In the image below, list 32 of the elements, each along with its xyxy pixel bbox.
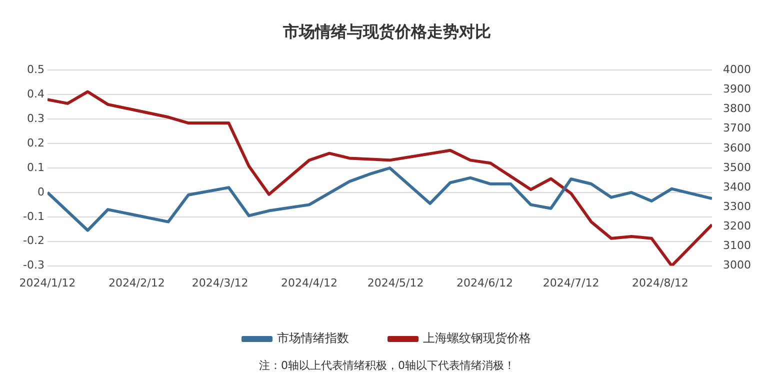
y-tick-label: 0.2 (26, 136, 44, 150)
y2-tick-label: 3100 (723, 239, 752, 252)
y2-tick-label: 3700 (723, 122, 752, 135)
x-tick-label: 2024/1/12 (19, 276, 76, 290)
x-tick-label: 2024/5/12 (367, 276, 424, 290)
x-tick-label: 2024/8/12 (632, 276, 688, 290)
y-tick-label: -0.2 (22, 234, 44, 248)
legend-label: 上海螺纹钢现货价格 (423, 331, 531, 346)
text: 注：0轴以上代表情绪积极，0轴以下代表情绪消极！ (258, 358, 516, 373)
y2-tick-label: 3600 (723, 141, 752, 154)
legend-label: 市场情绪指数 (277, 331, 349, 346)
y-tick-label: 0.4 (26, 88, 44, 101)
y2-tick-label: 3000 (723, 258, 752, 272)
y-tick-label: 0.1 (26, 160, 44, 174)
y-tick-label: 0.3 (26, 112, 44, 125)
chart-title: 市场情绪与现货价格走势对比 (282, 22, 491, 41)
y2-tick-label: 4000 (723, 63, 752, 76)
x-tick-label: 2024/2/12 (108, 276, 165, 290)
y2-tick-label: 3400 (723, 180, 752, 194)
y2-tick-label: 3300 (723, 200, 752, 213)
x-tick-label: 2024/3/12 (192, 276, 248, 290)
y-tick-label: -0.1 (22, 210, 44, 223)
y-tick-label: -0.3 (22, 258, 44, 272)
y2-tick-label: 3200 (723, 220, 752, 233)
y2-tick-label: 3500 (723, 160, 752, 174)
y-tick-label: 0 (37, 185, 44, 198)
y-tick-label: 0.5 (26, 63, 44, 76)
y2-tick-label: 3900 (723, 82, 752, 96)
x-tick-label: 2024/4/12 (281, 276, 338, 290)
x-tick-label: 2024/6/12 (456, 276, 513, 290)
y2-tick-label: 3800 (723, 102, 752, 116)
x-tick-label: 2024/7/12 (542, 276, 600, 290)
